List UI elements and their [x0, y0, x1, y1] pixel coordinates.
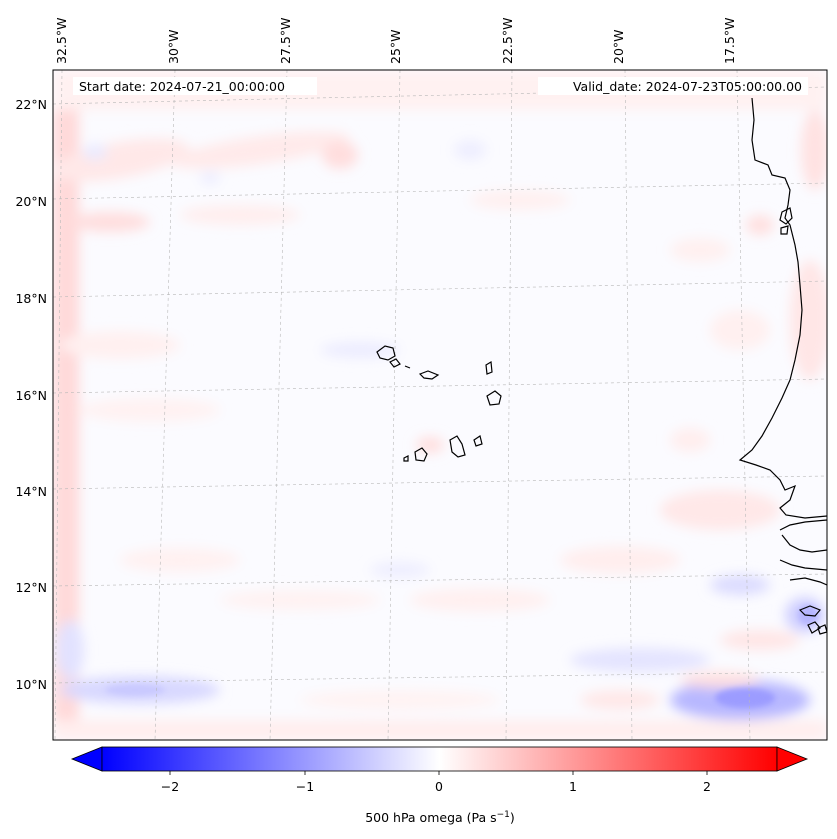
colorbar-title: 500 hPa omega (Pa s−1): [365, 810, 515, 825]
lon-label: 27.5°W: [278, 18, 293, 64]
lat-label: 20°N: [15, 194, 47, 209]
colorbar: −2 −1 0 1 2 500 hPa omega (Pa s−1): [70, 746, 809, 825]
coastlines: [376, 97, 827, 635]
longitude-labels: 32.5°W 30°W 27.5°W 25°W 22.5°W 20°W 17.5…: [54, 18, 737, 64]
valid-date-text: Valid_date: 2024-07-23T05:00:00.00: [573, 79, 802, 94]
colorbar-tick-label: 0: [435, 779, 443, 794]
colorbar-tick-label: −1: [296, 779, 314, 794]
colorbar-min-extend: [70, 746, 103, 772]
colorbar-max-extend: [776, 746, 809, 772]
island-santo-antao: [376, 345, 396, 361]
lat-label: 22°N: [15, 97, 47, 112]
lon-label: 30°W: [166, 29, 181, 64]
colorbar-tick-label: 2: [703, 779, 711, 794]
lon-label: 17.5°W: [722, 18, 737, 64]
start-date-box: [73, 77, 317, 95]
latitude-labels: 22°N 20°N 18°N 16°N 14°N 12°N 10°N: [15, 97, 47, 692]
map-frame: [52, 69, 828, 741]
lat-label: 18°N: [15, 291, 47, 306]
lon-label: 22.5°W: [500, 18, 515, 64]
lon-label: 32.5°W: [54, 18, 69, 64]
valid-date-box: [538, 77, 808, 95]
colorbar-tick-label: −2: [161, 779, 179, 794]
lon-label: 25°W: [388, 29, 403, 64]
lat-label: 14°N: [15, 484, 47, 499]
lat-label: 10°N: [15, 677, 47, 692]
gridlines: [53, 70, 827, 740]
lat-label: 12°N: [15, 580, 47, 595]
lon-label: 20°W: [611, 29, 626, 64]
omega-field: [53, 70, 827, 740]
colorbar-gradient: [101, 746, 778, 772]
colorbar-tick-label: 1: [569, 779, 577, 794]
africa-coastline: [738, 97, 827, 519]
lat-label: 16°N: [15, 388, 47, 403]
start-date-text: Start date: 2024-07-21_00:00:00: [79, 79, 285, 94]
